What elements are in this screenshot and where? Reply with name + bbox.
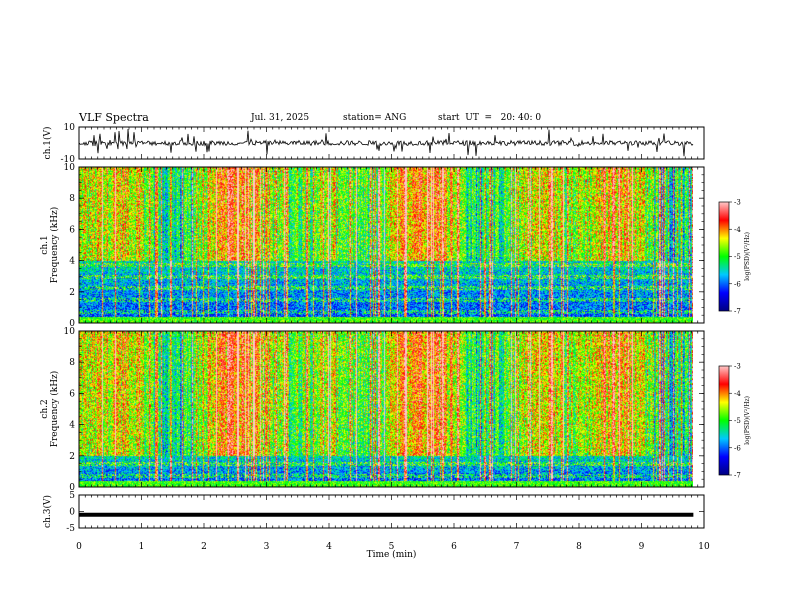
ch2-spectrogram-ylabel: Frequency (kHz) xyxy=(49,371,60,448)
colorbar-tick-label: -4 xyxy=(734,390,741,398)
ch1-spectrogram-channel-label: ch.1 xyxy=(40,235,50,254)
header-station: station= ANG xyxy=(343,113,407,123)
header-start-time: start UT = 20: 40: 0 xyxy=(438,113,542,123)
x-tick-label: 9 xyxy=(639,542,645,552)
x-tick-label: 8 xyxy=(576,542,582,552)
x-tick-label: 6 xyxy=(451,542,457,552)
x-tick-label: 0 xyxy=(76,542,82,552)
colorbar-tick-label: -3 xyxy=(734,199,741,207)
x-tick-label: 1 xyxy=(139,542,145,552)
colorbar-tick-label: -5 xyxy=(734,417,741,425)
y-tick-label: 4 xyxy=(69,257,75,267)
y-tick-label: 6 xyxy=(69,225,75,235)
y-tick-label: 0 xyxy=(69,508,75,518)
y-tick-label: 10 xyxy=(64,123,76,133)
y-tick-label: -10 xyxy=(61,155,76,165)
y-tick-label: 0 xyxy=(69,319,75,329)
x-tick-label: 5 xyxy=(389,542,395,552)
x-tick-label: 4 xyxy=(326,542,332,552)
y-tick-label: -5 xyxy=(66,524,75,534)
y-tick-label: 0 xyxy=(69,483,75,493)
ch3-waveform-ylabel: ch.3(V) xyxy=(42,495,53,528)
x-tick-label: 7 xyxy=(514,542,520,552)
y-tick-label: 10 xyxy=(64,327,76,337)
ch1-waveform-trace xyxy=(78,128,694,157)
colorbar-tick-label: -7 xyxy=(734,472,741,480)
y-tick-label: 4 xyxy=(69,421,75,431)
ch1-spectrogram-colorbar-label: log(PSD)(V²/Hz) xyxy=(744,232,751,281)
colorbar-tick-label: -3 xyxy=(734,363,741,371)
y-tick-label: 2 xyxy=(69,288,75,298)
spectrogram-image-ch1 xyxy=(79,167,693,323)
colorbar-tick-label: -4 xyxy=(734,226,741,234)
x-tick-label: 2 xyxy=(201,542,207,552)
colorbar-tick-label: -6 xyxy=(734,280,741,288)
ch1-spectrogram-ylabel: Frequency (kHz) xyxy=(49,207,60,284)
y-tick-label: 2 xyxy=(69,452,75,462)
colorbar-tick-label: -5 xyxy=(734,253,741,261)
ch2-spectrogram-channel-label: ch.2 xyxy=(40,399,50,418)
header-title: VLF Spectra xyxy=(79,111,149,124)
x-axis-label: Time (min) xyxy=(367,549,417,560)
spectrogram-image-ch2 xyxy=(79,331,693,487)
header-date: Jul. 31, 2025 xyxy=(251,113,310,123)
y-tick-label: 8 xyxy=(69,194,75,204)
x-tick-label: 10 xyxy=(698,542,710,552)
ch1-spectrogram-colorbar xyxy=(718,201,730,312)
ch2-spectrogram-colorbar-label: log(PSD)(V²/Hz) xyxy=(744,396,751,445)
ch1-waveform-ylabel: ch.1(V) xyxy=(42,127,53,160)
colorbar-tick-label: -6 xyxy=(734,444,741,452)
y-tick-label: 5 xyxy=(69,491,75,501)
y-tick-label: 8 xyxy=(69,358,75,368)
y-tick-label: 6 xyxy=(69,389,75,399)
ch2-spectrogram-colorbar xyxy=(718,365,730,476)
colorbar-tick-label: -7 xyxy=(734,308,741,316)
y-tick-label: 10 xyxy=(64,163,76,173)
x-tick-label: 3 xyxy=(264,542,270,552)
